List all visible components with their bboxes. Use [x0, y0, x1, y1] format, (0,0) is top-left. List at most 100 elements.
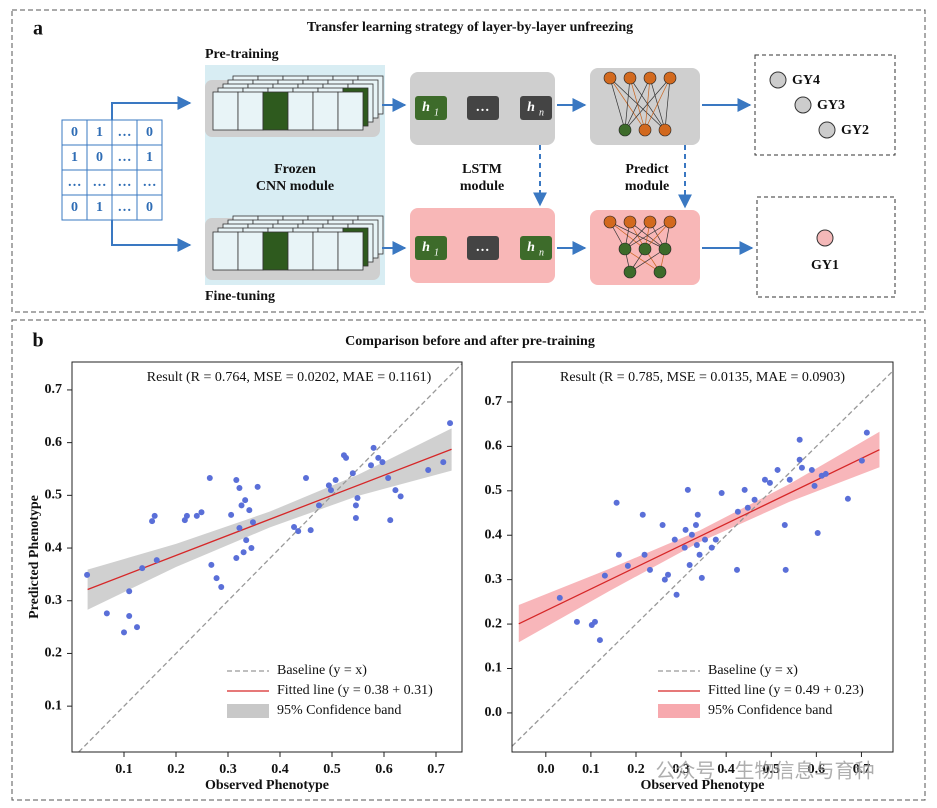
panel-label: b: [32, 330, 43, 352]
data-point: [708, 544, 715, 551]
data-point: [718, 490, 725, 497]
x-axis-label: Observed Phenotype: [205, 778, 329, 793]
data-point: [392, 487, 399, 494]
x-tick-label: 0.1: [582, 762, 600, 777]
data-point: [149, 518, 156, 525]
matrix-value: 1: [96, 125, 103, 140]
data-point: [734, 508, 741, 515]
data-point: [397, 493, 404, 500]
lstm-cell: [520, 236, 552, 260]
data-point: [712, 536, 719, 543]
lstm-cell-sub: n: [539, 247, 544, 258]
x-tick-label: 0.6: [808, 762, 826, 777]
y-tick-label: 0.4: [485, 527, 503, 542]
y-tick-label: 0.2: [485, 616, 503, 631]
data-point: [183, 512, 190, 519]
y-tick-label: 0.7: [485, 394, 503, 409]
y-tick-label: 0.1: [45, 698, 63, 713]
x-tick-label: 0.3: [672, 762, 690, 777]
x-tick-label: 0.4: [717, 762, 735, 777]
neuron: [653, 265, 667, 279]
feature-cell: [312, 91, 339, 131]
data-point: [682, 526, 689, 533]
data-point: [573, 618, 580, 625]
plot-frame: [71, 361, 463, 753]
neuron: [638, 123, 652, 137]
data-point: [858, 457, 865, 464]
stage-label: Fine-tuning: [205, 289, 275, 304]
data-point: [639, 511, 646, 518]
module-label: Predict: [625, 162, 669, 177]
data-point: [84, 571, 91, 578]
y-tick-label: 0.6: [485, 439, 503, 454]
x-axis-label: Observed Phenotype: [640, 778, 764, 793]
matrix-value: …: [143, 175, 157, 190]
data-point: [291, 523, 298, 530]
matrix-value: …: [68, 175, 82, 190]
matrix-value: …: [118, 125, 132, 140]
data-point: [151, 512, 158, 519]
data-point: [661, 576, 668, 583]
data-point: [248, 545, 255, 552]
data-point: [688, 531, 695, 538]
data-point: [624, 562, 631, 569]
legend-label: Fitted line (y = 0.49 + 0.23): [708, 683, 864, 698]
output-node: [818, 121, 836, 139]
data-point: [681, 544, 688, 551]
x-tick-label: 0.4: [271, 762, 289, 777]
module-label: module: [460, 179, 504, 194]
y-tick-label: 0.1: [485, 661, 503, 676]
data-point: [447, 420, 454, 427]
data-point: [440, 459, 447, 466]
data-point: [613, 499, 620, 506]
data-point: [236, 525, 243, 532]
neuron: [658, 123, 672, 137]
x-tick-label: 0.5: [763, 762, 781, 777]
edge: [624, 221, 671, 250]
data-point: [213, 575, 220, 582]
module-label: CNN module: [256, 179, 334, 194]
output-label: GY4: [792, 73, 820, 88]
baseline: [78, 363, 462, 752]
edge: [624, 248, 661, 273]
y-tick-label: 0.2: [45, 646, 63, 661]
lstm-cell: [467, 236, 499, 260]
feature-cell: [212, 91, 239, 131]
data-point: [327, 487, 334, 494]
lstm-cell-label: h: [527, 100, 535, 115]
x-tick-label: 0.3: [219, 762, 237, 777]
matrix-value: …: [118, 175, 132, 190]
neuron: [603, 71, 617, 85]
data-point: [671, 536, 678, 543]
data-point: [693, 542, 700, 549]
y-tick-label: 0.3: [45, 593, 63, 608]
data-point: [811, 482, 818, 489]
legend-label: Baseline (y = x): [708, 663, 798, 678]
neuron: [623, 265, 637, 279]
data-point: [103, 610, 110, 617]
y-tick-label: 0.5: [45, 488, 63, 503]
data-point: [698, 574, 705, 581]
data-point: [692, 522, 699, 529]
data-point: [121, 629, 127, 636]
matrix-cell: [111, 194, 138, 221]
arrow: [111, 96, 192, 120]
data-point: [641, 551, 648, 558]
x-tick-label: 0.7: [427, 762, 445, 777]
neuron: [663, 71, 677, 85]
data-point: [863, 429, 870, 436]
output-box: [756, 196, 896, 298]
data-point: [696, 551, 703, 558]
output-label: GY3: [817, 98, 845, 113]
feature-cell: [262, 91, 289, 131]
matrix-value: 0: [71, 125, 78, 140]
matrix-value: …: [118, 200, 132, 215]
lstm-cell: [520, 96, 552, 120]
output-node: [769, 71, 787, 89]
legend-label: 95% Confidence band: [277, 703, 401, 718]
data-point: [796, 456, 803, 463]
feature-cell: [262, 231, 289, 271]
neuron: [643, 71, 657, 85]
data-point: [782, 566, 789, 573]
fitted-line: [518, 449, 880, 625]
